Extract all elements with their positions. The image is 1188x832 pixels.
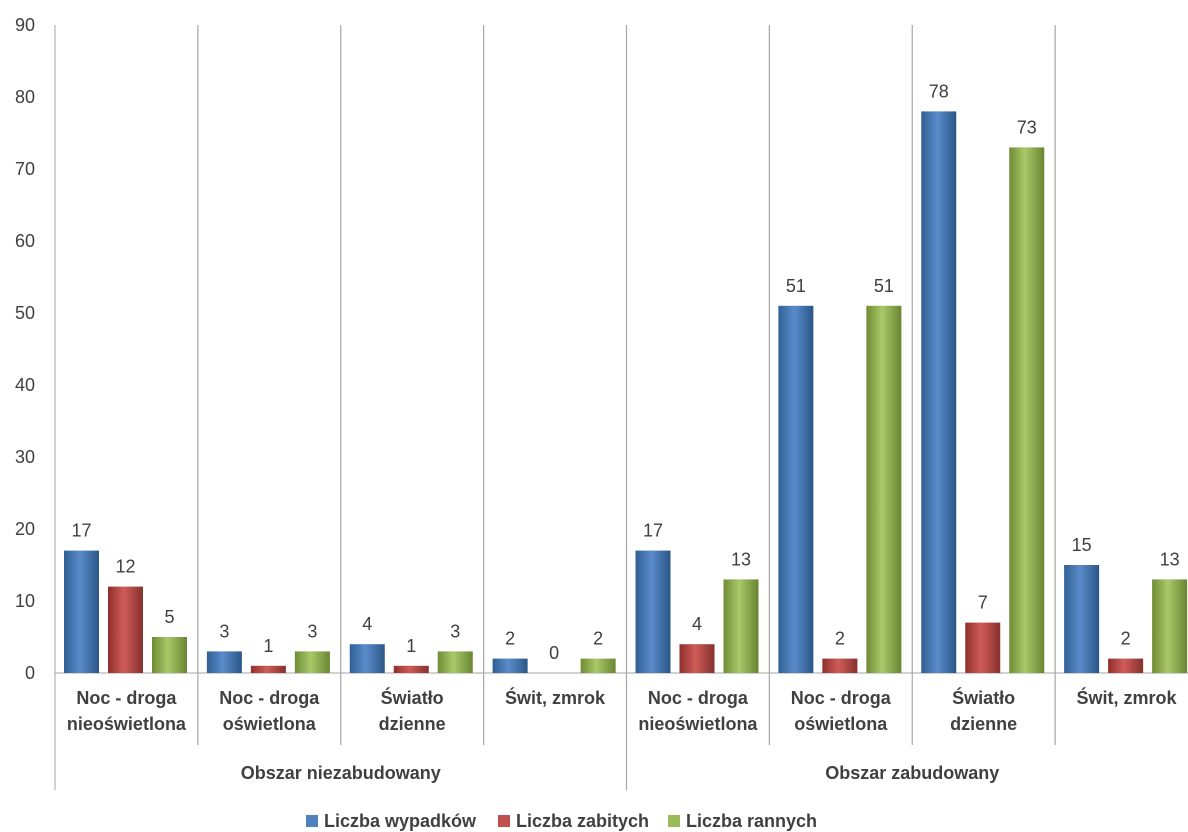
bar-liczba-wypadków bbox=[206, 651, 242, 673]
data-label: 4 bbox=[692, 614, 702, 634]
data-label: 0 bbox=[549, 643, 559, 663]
legend-swatch bbox=[498, 815, 510, 827]
category-label: Światło bbox=[381, 687, 444, 708]
data-label: 51 bbox=[874, 276, 894, 296]
bar-liczba-zabitych bbox=[250, 665, 286, 673]
y-tick-label: 20 bbox=[15, 519, 35, 539]
category-label: dzienne bbox=[379, 714, 446, 734]
category-label: oświetlona bbox=[223, 714, 317, 734]
data-label: 73 bbox=[1017, 117, 1037, 137]
bar-liczba-zabitych bbox=[108, 586, 143, 673]
bar-liczba-rannych bbox=[294, 651, 330, 673]
category-label: nieoświetlona bbox=[67, 714, 187, 734]
bar-liczba-zabitych bbox=[822, 658, 858, 673]
data-label: 12 bbox=[115, 557, 135, 577]
legend-swatch bbox=[306, 815, 318, 827]
data-label: 15 bbox=[1072, 535, 1092, 555]
divider-layer bbox=[197, 25, 1056, 790]
data-label: 1 bbox=[263, 636, 273, 656]
data-label: 17 bbox=[71, 521, 91, 541]
data-label: 4 bbox=[362, 614, 372, 634]
bar-liczba-rannych bbox=[866, 305, 902, 673]
bar-liczba-wypadków bbox=[635, 550, 671, 673]
data-label: 78 bbox=[929, 81, 949, 101]
bar-liczba-wypadków bbox=[492, 658, 528, 673]
bar-liczba-rannych bbox=[580, 658, 616, 673]
y-tick-label: 10 bbox=[15, 591, 35, 611]
data-label: 3 bbox=[219, 621, 229, 641]
category-label: Światło bbox=[952, 687, 1015, 708]
category-label: dzienne bbox=[950, 714, 1017, 734]
bar-liczba-wypadków bbox=[349, 644, 385, 673]
category-label: Świt, zmrok bbox=[1077, 687, 1178, 708]
y-tick-label: 90 bbox=[15, 15, 35, 35]
bar-liczba-wypadków bbox=[778, 305, 814, 673]
y-tick-label: 30 bbox=[15, 447, 35, 467]
data-label: 3 bbox=[450, 621, 460, 641]
category-label: oświetlona bbox=[794, 714, 888, 734]
bar-liczba-zabitych bbox=[1108, 658, 1144, 673]
y-tick-label: 0 bbox=[25, 663, 35, 683]
bar-liczba-rannych bbox=[1009, 147, 1045, 673]
legend: Liczba wypadków Liczba zabitych Liczba ran… bbox=[306, 811, 817, 831]
y-tick-label: 60 bbox=[15, 231, 35, 251]
category-label: Świt, zmrok bbox=[505, 687, 606, 708]
legend-label: Liczba wypadków bbox=[324, 811, 477, 831]
y-tick-label: 70 bbox=[15, 159, 35, 179]
category-label: Noc - droga bbox=[791, 688, 892, 708]
data-label: 5 bbox=[164, 607, 174, 627]
data-label: 7 bbox=[978, 593, 988, 613]
data-label: 51 bbox=[786, 276, 806, 296]
bar-layer bbox=[64, 111, 1188, 673]
data-label: 2 bbox=[593, 629, 603, 649]
legend-swatch bbox=[668, 815, 680, 827]
bar-liczba-rannych bbox=[1152, 579, 1188, 673]
category-label: Noc - droga bbox=[219, 688, 320, 708]
bar-liczba-rannych bbox=[437, 651, 473, 673]
data-label: 13 bbox=[1160, 549, 1180, 569]
y-tick-label: 50 bbox=[15, 303, 35, 323]
bar-liczba-zabitych bbox=[393, 665, 429, 673]
data-label: 2 bbox=[1121, 629, 1131, 649]
y-tick-label: 80 bbox=[15, 87, 35, 107]
category-label: Noc - droga bbox=[648, 688, 749, 708]
category-label: Noc - droga bbox=[76, 688, 177, 708]
bar-liczba-wypadków bbox=[1064, 565, 1100, 673]
category-label: nieoświetlona bbox=[638, 714, 758, 734]
legend-label: Liczba rannych bbox=[686, 811, 817, 831]
y-tick-label: 40 bbox=[15, 375, 35, 395]
bar-liczba-rannych bbox=[152, 637, 187, 673]
bar-liczba-zabitych bbox=[679, 644, 715, 673]
group-label: Obszar niezabudowany bbox=[241, 763, 441, 783]
data-label: 17 bbox=[643, 521, 663, 541]
legend-label: Liczba zabitych bbox=[516, 811, 649, 831]
bar-liczba-zabitych bbox=[965, 622, 1001, 673]
data-label: 1 bbox=[406, 636, 416, 656]
bar-liczba-rannych bbox=[723, 579, 759, 673]
bar-liczba-wypadków bbox=[64, 550, 99, 673]
data-label: 2 bbox=[835, 629, 845, 649]
data-label: 3 bbox=[307, 621, 317, 641]
data-label: 2 bbox=[505, 629, 515, 649]
bar-liczba-wypadków bbox=[921, 111, 957, 673]
data-label: 13 bbox=[731, 549, 751, 569]
group-label: Obszar zabudowany bbox=[825, 763, 999, 783]
